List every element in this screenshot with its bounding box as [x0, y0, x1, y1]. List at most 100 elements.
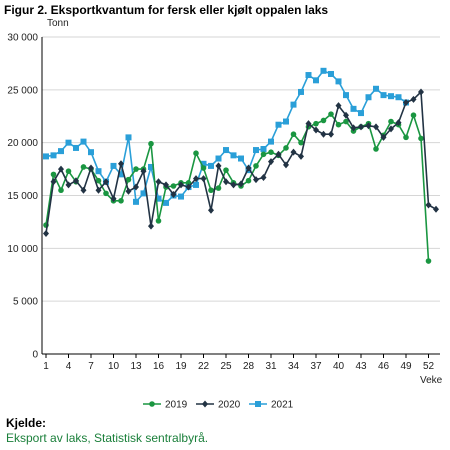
data-point-2020: [268, 158, 274, 166]
data-point-2020: [88, 164, 94, 172]
x-tick-label: 22: [198, 361, 210, 372]
x-tick-label: 13: [130, 361, 142, 372]
gridlines: [42, 36, 440, 302]
data-point-2020: [320, 130, 327, 138]
y-tick-label: 20 000: [7, 138, 38, 149]
data-point-2020: [140, 167, 147, 175]
legend: 2019 2020 2021: [143, 400, 294, 411]
data-point-2021: [140, 190, 147, 197]
data-point-2020: [410, 95, 417, 103]
x-tick-label: 52: [423, 361, 435, 372]
data-point-2020: [193, 175, 199, 183]
data-point-2019: [245, 177, 252, 184]
data-point-2020: [200, 175, 207, 183]
data-point-2020: [238, 180, 244, 188]
data-point-2021: [395, 94, 402, 101]
x-tick-label: 49: [400, 361, 412, 372]
data-point-2020: [290, 148, 297, 156]
data-point-2019: [65, 168, 72, 174]
data-point-2021: [163, 199, 169, 206]
data-point-2021: [200, 160, 207, 167]
data-point-2019: [50, 171, 57, 178]
data-point-2021: [358, 110, 364, 117]
data-point-2021: [125, 134, 132, 141]
data-point-2020: [328, 130, 334, 138]
data-point-2021: [283, 118, 289, 125]
data-point-2020: [245, 164, 252, 172]
data-point-2021: [275, 121, 282, 128]
data-point-2019: [425, 258, 432, 264]
x-tick-label: 40: [333, 361, 345, 372]
data-point-2020: [298, 152, 304, 160]
data-point-2020: [425, 201, 432, 209]
data-point-2021: [65, 139, 72, 146]
data-point-2020: [43, 230, 49, 238]
axes: 0 5 000 10 000 15 000 20 000 25 000 30 000 1 4 7 1…: [7, 33, 440, 372]
source-text: Eksport av laks, Statistisk sentralbyrå.: [6, 431, 209, 445]
y-tick-label: 10 000: [7, 244, 38, 255]
data-point-2021: [260, 146, 267, 153]
data-point-2021: [80, 138, 87, 145]
data-point-2019: [418, 135, 424, 142]
data-point-2020: [403, 99, 409, 107]
data-point-2020: [283, 161, 289, 169]
x-tick-label: 31: [265, 361, 277, 372]
x-tick-label: 1: [43, 361, 49, 372]
data-point-2021: [95, 168, 102, 175]
data-point-2020: [118, 160, 124, 168]
data-point-2020: [395, 119, 402, 127]
legend-label-2020: 2020: [218, 400, 241, 411]
data-point-2019: [118, 197, 124, 204]
x-tick-label: 4: [66, 361, 72, 372]
data-point-2020: [103, 178, 109, 186]
data-point-2019: [200, 165, 207, 171]
data-point-2021: [253, 147, 259, 154]
x-tick-label: 43: [355, 361, 367, 372]
data-point-2020: [125, 187, 132, 195]
data-point-2019: [298, 139, 304, 146]
data-point-2020: [133, 183, 139, 191]
data-point-2019: [260, 151, 267, 158]
legend-marker-2021: [255, 401, 261, 407]
data-point-2019: [193, 150, 199, 157]
y-axis-label: Tonn: [47, 18, 69, 29]
data-point-2020: [380, 133, 387, 141]
data-point-2021: [388, 93, 394, 100]
data-point-2021: [335, 78, 342, 85]
data-point-2019: [403, 134, 409, 141]
x-tick-label: 25: [220, 361, 232, 372]
y-tick-label: 30 000: [7, 33, 38, 44]
data-point-2021: [50, 152, 57, 159]
data-point-2019: [215, 185, 222, 191]
x-tick-label: 34: [288, 361, 300, 372]
legend-label-2021: 2021: [271, 400, 294, 411]
data-point-2021: [268, 138, 274, 145]
series-lines: [43, 67, 439, 264]
series-line-2019: [45, 113, 430, 262]
data-point-2019: [125, 176, 132, 183]
data-point-2019: [103, 190, 109, 197]
data-point-2021: [298, 88, 304, 95]
x-tick-label: 28: [243, 361, 255, 372]
data-point-2021: [320, 67, 327, 74]
data-point-2019: [253, 163, 259, 169]
data-point-2021: [133, 198, 139, 205]
data-point-2020: [223, 178, 229, 186]
data-point-2021: [73, 144, 79, 151]
x-tick-label: 16: [153, 361, 165, 372]
legend-label-2019: 2019: [165, 400, 188, 411]
data-point-2021: [118, 171, 124, 178]
data-point-2021: [178, 193, 184, 200]
data-point-2019: [185, 180, 192, 186]
data-point-2020: [178, 181, 184, 189]
data-point-2019: [320, 117, 327, 124]
data-point-2021: [350, 105, 357, 112]
data-point-2020: [170, 190, 177, 198]
data-point-2021: [58, 148, 64, 155]
data-point-2020: [163, 181, 169, 189]
data-point-2020: [215, 162, 222, 170]
data-point-2020: [260, 174, 267, 182]
data-point-2019: [290, 131, 297, 138]
data-point-2020: [95, 186, 102, 194]
